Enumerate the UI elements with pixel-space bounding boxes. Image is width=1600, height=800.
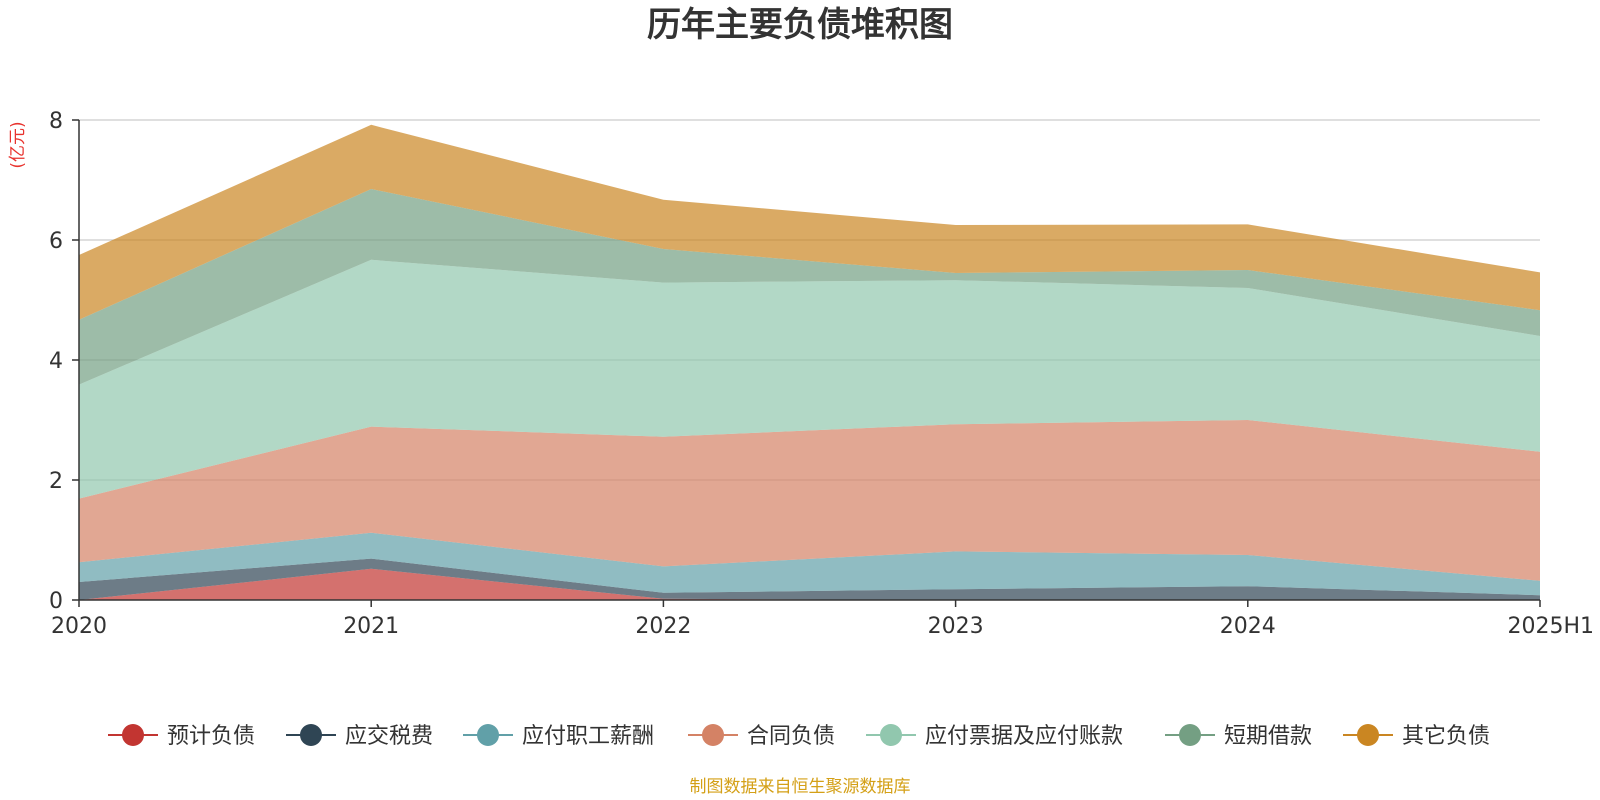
x-tick-label: 2022 bbox=[635, 614, 691, 639]
legend-label: 合同负债 bbox=[747, 724, 835, 749]
legend-label: 应付职工薪酬 bbox=[522, 724, 654, 749]
legend-marker bbox=[477, 724, 499, 746]
chart-title: 历年主要负债堆积图 bbox=[647, 5, 953, 45]
area-series-4 bbox=[79, 259, 1540, 499]
legend-marker bbox=[1179, 724, 1201, 746]
legend-marker bbox=[300, 724, 322, 746]
legend-marker bbox=[122, 724, 144, 746]
legend[interactable]: 预计负债 应交税费 应付职工薪酬 合同负债 应付票据及应付账款 短期借款 其它负债 bbox=[108, 724, 1490, 749]
y-axis-unit: (亿元) bbox=[8, 121, 28, 168]
y-tick-label: 2 bbox=[49, 469, 63, 494]
x-tick-label: 2021 bbox=[343, 614, 399, 639]
legend-marker bbox=[880, 724, 902, 746]
x-tick-label: 2020 bbox=[51, 614, 107, 639]
area-series-3 bbox=[79, 420, 1540, 581]
plot-areas bbox=[79, 124, 1540, 600]
area-series-2 bbox=[79, 532, 1540, 596]
y-tick-label: 0 bbox=[49, 589, 63, 614]
x-tick-label: 2023 bbox=[928, 614, 984, 639]
legend-label: 短期借款 bbox=[1224, 724, 1312, 749]
legend-marker bbox=[1357, 724, 1379, 746]
legend-label: 预计负债 bbox=[167, 724, 255, 749]
source-note: 制图数据来自恒生聚源数据库 bbox=[690, 777, 911, 797]
legend-label: 其它负债 bbox=[1402, 724, 1490, 749]
axes: 0 2 4 6 8 2020 2021 2022 2023 2024 2025H1 bbox=[49, 109, 1594, 639]
legend-marker bbox=[702, 724, 724, 746]
legend-item-5[interactable]: 短期借款 bbox=[1165, 724, 1312, 749]
y-tick-label: 8 bbox=[49, 109, 63, 134]
legend-label: 应交税费 bbox=[345, 724, 433, 749]
legend-item-2[interactable]: 应付职工薪酬 bbox=[463, 724, 654, 749]
legend-item-3[interactable]: 合同负债 bbox=[688, 724, 835, 749]
x-tick-label: 2024 bbox=[1220, 614, 1276, 639]
legend-item-1[interactable]: 应交税费 bbox=[286, 724, 433, 749]
legend-item-4[interactable]: 应付票据及应付账款 bbox=[866, 724, 1123, 749]
legend-item-6[interactable]: 其它负债 bbox=[1343, 724, 1490, 749]
legend-item-0[interactable]: 预计负债 bbox=[108, 724, 255, 749]
y-tick-label: 4 bbox=[49, 349, 63, 374]
y-tick-label: 6 bbox=[49, 229, 63, 254]
area-series-0 bbox=[79, 568, 1540, 600]
area-series-5 bbox=[79, 189, 1540, 385]
x-tick-label: 2025H1 bbox=[1507, 614, 1594, 639]
legend-label: 应付票据及应付账款 bbox=[925, 724, 1123, 749]
area-series-6 bbox=[79, 124, 1540, 320]
area-series-1 bbox=[79, 558, 1540, 600]
